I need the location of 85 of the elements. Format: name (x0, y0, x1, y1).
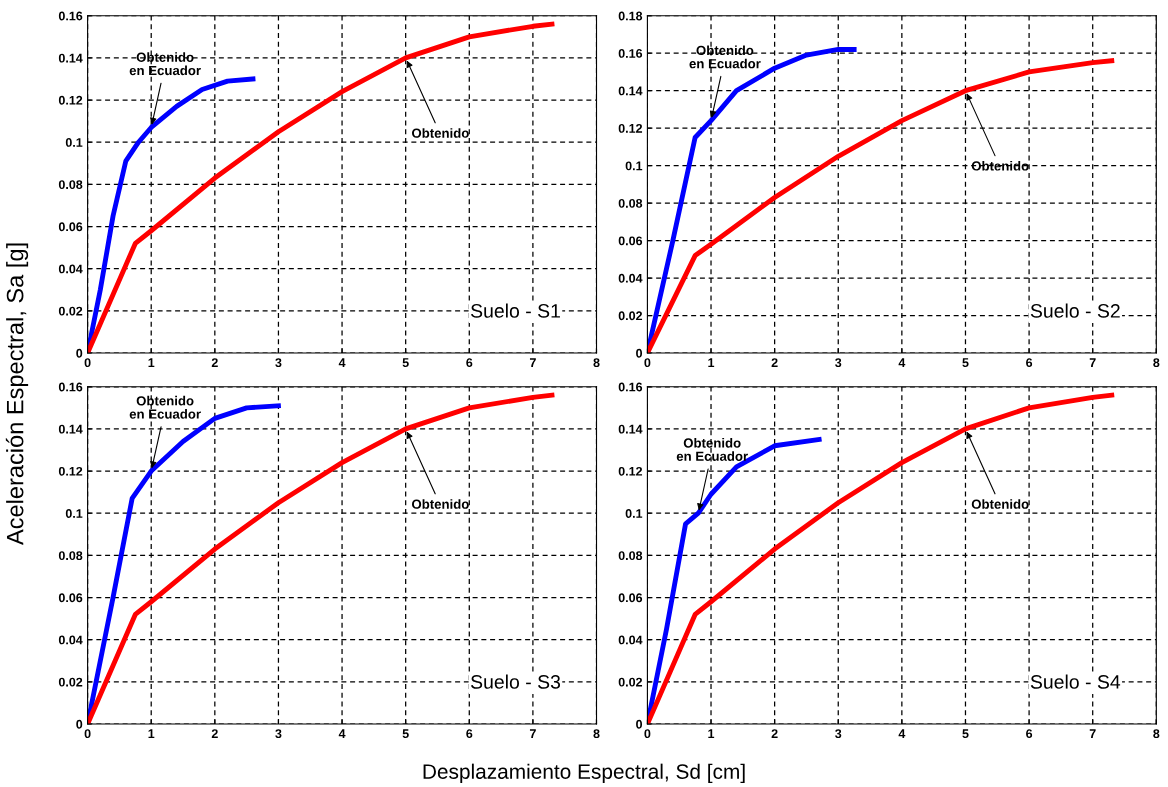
x-tick-label: 2 (771, 358, 778, 367)
x-tick-label: 2 (211, 358, 218, 367)
x-tick-label: 5 (962, 358, 969, 368)
y-tick-label: 0.18 (618, 11, 643, 21)
y-axis-title: Aceleración Espectral, Sa [g] (5, 243, 29, 546)
y-tick-label: 0.1 (65, 509, 83, 518)
x-tick-label: 8 (593, 358, 600, 368)
y-tick-label: 0.04 (618, 273, 643, 283)
annotation: Obtenido en Ecuador (129, 395, 201, 419)
y-tick-label: 0.06 (58, 593, 83, 603)
x-tick-label: 4 (898, 729, 906, 738)
y-tick-label: 0.02 (58, 306, 83, 316)
x-tick-label: 7 (529, 358, 536, 367)
y-tick-label: 0.12 (618, 466, 643, 476)
y-tick-label: 0 (76, 719, 83, 729)
x-tick-label: 0 (644, 729, 651, 739)
annotation: Obtenido (411, 499, 469, 509)
y-tick-label: 0.14 (618, 86, 643, 96)
y-tick-label: 0.02 (618, 311, 643, 321)
x-tick-label: 2 (771, 729, 778, 738)
y-tick-label: 0.06 (618, 236, 643, 246)
y-tick-label: 0.12 (618, 123, 643, 133)
annotation: Obtenido (411, 128, 469, 138)
annotation: Suelo - S1 (470, 303, 560, 318)
annotation: Suelo - S3 (470, 674, 561, 689)
x-tick-label: 3 (275, 729, 282, 739)
y-tick-label: 0.08 (58, 551, 83, 561)
y-tick-label: 0.14 (618, 424, 643, 434)
x-tick-label: 4 (338, 358, 346, 367)
y-tick-label: 0 (636, 719, 643, 729)
y-tick-label: 0.12 (58, 95, 83, 105)
y-tick-label: 0.12 (58, 466, 83, 476)
x-tick-label: 1 (148, 729, 155, 738)
x-tick-label: 2 (211, 729, 218, 738)
y-tick-label: 0.08 (618, 198, 643, 208)
x-tick-label: 3 (275, 358, 282, 368)
x-tick-label: 0 (644, 358, 651, 368)
x-tick-label: 8 (593, 729, 600, 739)
x-tick-label: 6 (466, 358, 473, 368)
annotation: Obtenido (971, 499, 1029, 509)
y-tick-label: 0.08 (618, 551, 643, 561)
annotation: Obtenido en Ecuador (676, 437, 748, 461)
x-tick-label: 8 (1153, 358, 1160, 368)
y-tick-label: 0.02 (618, 677, 643, 687)
x-tick-label: 3 (835, 358, 842, 368)
x-tick-label: 1 (708, 358, 715, 367)
x-tick-label: 7 (1089, 729, 1096, 738)
y-tick-label: 0.14 (58, 53, 83, 63)
y-tick-label: 0 (76, 348, 83, 358)
y-tick-label: 0.1 (65, 138, 83, 147)
y-tick-label: 0.06 (58, 222, 83, 232)
y-tick-label: 0.1 (625, 509, 643, 518)
x-tick-label: 0 (84, 729, 91, 739)
x-tick-label: 7 (1089, 358, 1096, 367)
annotation: Suelo - S2 (1030, 303, 1120, 318)
x-tick-label: 5 (402, 729, 409, 739)
x-tick-label: 3 (835, 729, 842, 739)
x-tick-label: 4 (338, 729, 346, 738)
annotation: Obtenido en Ecuador (689, 45, 761, 69)
x-tick-label: 5 (962, 729, 969, 739)
y-tick-label: 0.16 (618, 49, 643, 58)
x-tick-label: 5 (402, 358, 409, 368)
x-tick-label: 1 (148, 358, 155, 367)
x-axis-title: Desplazamiento Espectral, Sd [cm] (423, 763, 745, 784)
y-tick-label: 0.14 (58, 424, 83, 434)
x-tick-label: 7 (529, 729, 536, 738)
y-tick-label: 0.08 (58, 180, 83, 190)
y-tick-label: 0.06 (618, 593, 643, 603)
y-tick-label: 0.02 (58, 677, 83, 687)
x-tick-label: 1 (708, 729, 715, 738)
y-tick-label: 0.04 (618, 635, 643, 645)
y-tick-label: 0.16 (58, 382, 83, 392)
x-tick-label: 6 (466, 729, 473, 739)
y-tick-label: 0 (636, 348, 643, 358)
y-tick-label: 0.16 (618, 382, 643, 392)
y-tick-label: 0.1 (625, 161, 643, 171)
x-tick-label: 8 (1153, 729, 1160, 739)
x-tick-label: 6 (1026, 729, 1033, 739)
y-tick-label: 0.04 (58, 635, 83, 645)
x-tick-label: 6 (1026, 358, 1033, 368)
x-tick-label: 0 (84, 358, 91, 368)
annotation: Suelo - S4 (1030, 674, 1121, 689)
x-tick-label: 4 (898, 358, 906, 367)
y-tick-label: 0.16 (58, 11, 83, 21)
y-tick-label: 0.04 (58, 264, 83, 274)
